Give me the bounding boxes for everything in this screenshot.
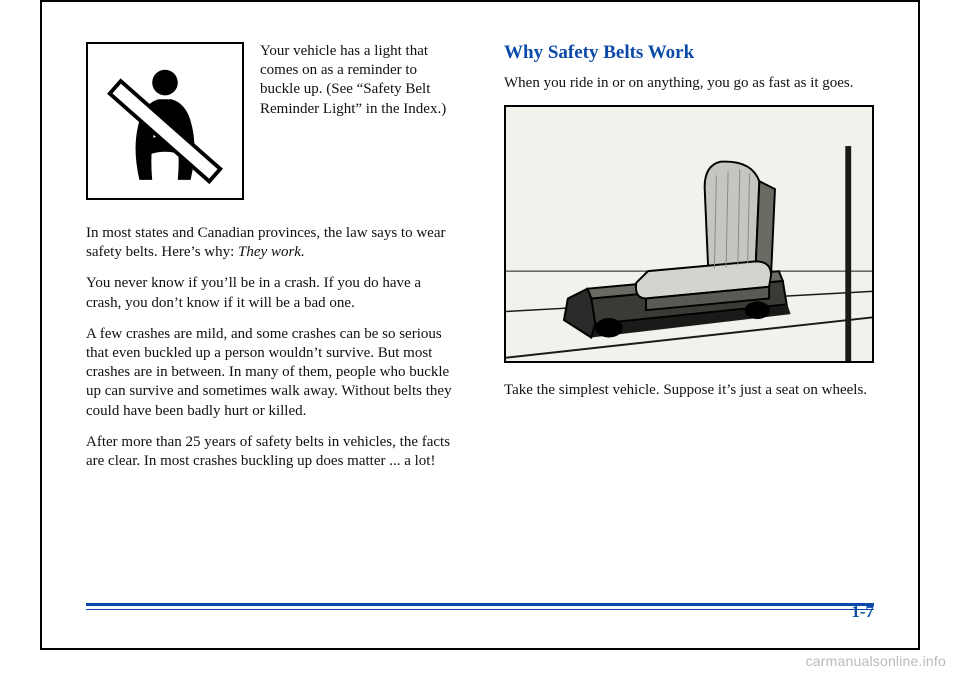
watermark: carmanualsonline.info bbox=[806, 653, 946, 669]
icon-row: Your vehicle has a light that comes on a… bbox=[86, 42, 456, 200]
left-column: Your vehicle has a light that comes on a… bbox=[86, 42, 456, 483]
section-heading: Why Safety Belts Work bbox=[504, 42, 874, 64]
footer-rule bbox=[86, 603, 874, 610]
left-para-1: In most states and Canadian provinces, t… bbox=[86, 224, 456, 262]
icon-caption: Your vehicle has a light that comes on a… bbox=[260, 42, 456, 200]
seatbelt-warning-icon bbox=[101, 57, 229, 185]
right-column: Why Safety Belts Work When you ride in o… bbox=[504, 42, 874, 483]
right-para-2: Take the simplest vehicle. Suppose it’s … bbox=[504, 381, 874, 400]
seat-on-wheels-illustration bbox=[506, 107, 872, 361]
left-para-2: You never know if you’ll be in a crash. … bbox=[86, 274, 456, 312]
page-frame: Your vehicle has a light that comes on a… bbox=[40, 0, 920, 650]
left-para-3: A few crashes are mild, and some crashes… bbox=[86, 325, 456, 421]
illustration-frame bbox=[504, 105, 874, 363]
right-para-1: When you ride in or on anything, you go … bbox=[504, 74, 874, 93]
page-number: 1-7 bbox=[851, 602, 874, 622]
rule-thick bbox=[86, 603, 874, 606]
left-para-4: After more than 25 years of safety belts… bbox=[86, 433, 456, 471]
seatbelt-icon-frame bbox=[86, 42, 244, 200]
rule-thin bbox=[86, 609, 874, 610]
content-columns: Your vehicle has a light that comes on a… bbox=[86, 42, 874, 483]
left-para-1b: They work. bbox=[238, 244, 305, 260]
